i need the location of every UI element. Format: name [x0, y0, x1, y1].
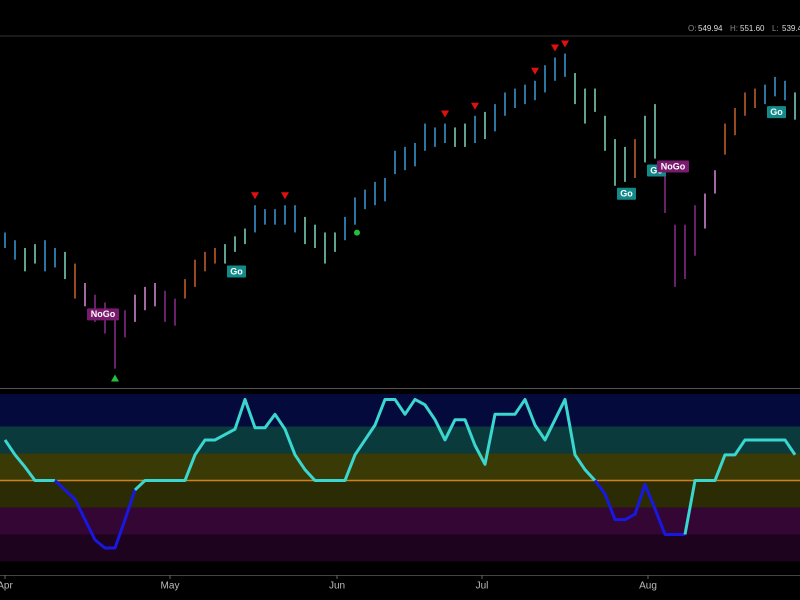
x-tick-label: Jun [329, 581, 345, 592]
x-tick-label: May [161, 581, 180, 592]
osc-band [0, 480, 800, 508]
label-text: Go [620, 189, 633, 199]
oscillator-line [53, 479, 137, 550]
label-text: NoGo [91, 309, 116, 319]
label-text: Go [770, 107, 783, 117]
label-box [227, 265, 246, 278]
x-tick-label: Apr [0, 581, 13, 592]
header-value: 539.44 [782, 24, 800, 33]
osc-band [0, 453, 800, 481]
x-tick-label: Aug [639, 581, 657, 592]
label-box [617, 187, 636, 200]
header-value: 549.94 [698, 24, 723, 33]
label-text: Go [230, 266, 243, 276]
counter-trend-marker [471, 102, 479, 110]
osc-band [0, 426, 800, 454]
counter-trend-marker [281, 192, 289, 200]
oscillator-line [683, 438, 797, 535]
label-text: NoGo [661, 161, 686, 171]
x-tick-label: Jul [476, 581, 489, 592]
osc-band [0, 507, 800, 535]
continuation-dot [354, 229, 360, 236]
counter-trend-marker [251, 192, 259, 200]
oscillator-line [3, 439, 55, 482]
oscillator-line [593, 479, 685, 536]
header-label: L: [772, 24, 779, 33]
osc-band [0, 394, 800, 427]
label-box [87, 308, 119, 321]
label-box [657, 160, 689, 173]
counter-trend-marker [111, 374, 119, 382]
label-text: Go [650, 165, 663, 175]
counter-trend-marker [551, 44, 559, 52]
osc-band [0, 534, 800, 562]
label-box [767, 106, 786, 119]
counter-trend-marker [441, 110, 449, 118]
oscillator-panel [0, 394, 800, 562]
ohlc-header: O:549.94 H:551.60 L:539.44 [688, 24, 800, 33]
header-label: H: [730, 24, 738, 33]
counter-trend-marker [561, 40, 569, 48]
counter-trend-marker [531, 67, 539, 75]
oscillator-line [133, 397, 597, 492]
header-value: 551.60 [740, 24, 765, 33]
header-label: O: [688, 24, 696, 33]
